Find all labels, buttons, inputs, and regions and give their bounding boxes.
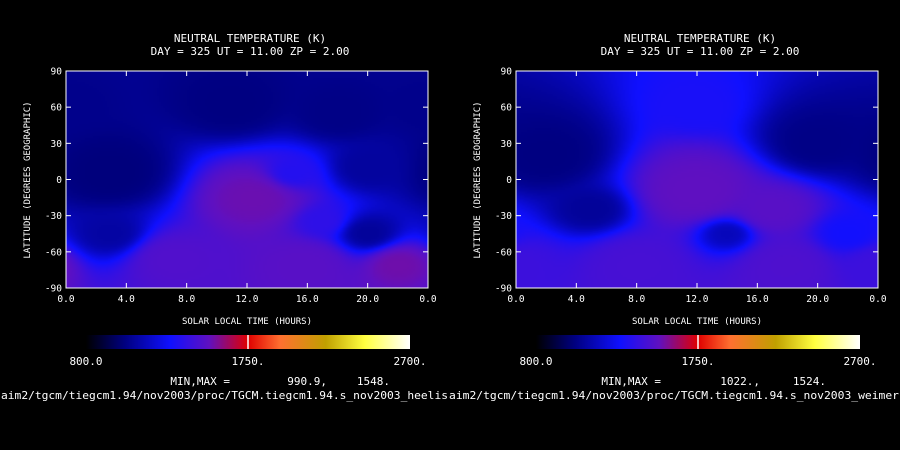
y-tick-label: 0 bbox=[56, 175, 62, 186]
y-tick-label: 90 bbox=[501, 67, 513, 78]
y-tick-label: -90 bbox=[495, 284, 512, 295]
y-tick-label: 0 bbox=[506, 175, 512, 186]
y-tick-label: -60 bbox=[45, 247, 62, 258]
colorbar-max-label: 2700. bbox=[393, 355, 426, 368]
axis-ticks: 0.0 4.0 8.0 12.0 16.0 20.0 0.0 90 60 30 0 -30 -60 -90 bbox=[495, 67, 887, 306]
y-tick-label: 90 bbox=[51, 67, 63, 78]
colorbar-min-label: 800.0 bbox=[519, 355, 552, 368]
y-tick-label: 30 bbox=[501, 139, 513, 150]
panel-subtitle: DAY = 325 UT = 11.00 ZP = 2.00 bbox=[601, 45, 800, 58]
minmax-label: MIN,MAX = bbox=[601, 375, 661, 388]
x-tick-label: 0.0 bbox=[507, 294, 524, 305]
y-tick-label: -90 bbox=[45, 284, 62, 295]
x-tick-label: 12.0 bbox=[686, 294, 709, 305]
heatmap-image bbox=[66, 71, 428, 288]
heatmap-image bbox=[516, 71, 878, 288]
max-value: 1524. bbox=[793, 375, 826, 388]
x-tick-label: 8.0 bbox=[628, 294, 645, 305]
colorbar-mid-label: 1750. bbox=[231, 355, 264, 368]
colorbar-min-label: 800.0 bbox=[69, 355, 102, 368]
footer-path: aim2/tgcm/tiegcm1.94/nov2003/proc/TGCM.t… bbox=[1, 390, 448, 402]
x-tick-label: 8.0 bbox=[178, 294, 195, 305]
panel-1: NEUTRAL TEMPERATURE (K) DAY = 325 UT = 1… bbox=[1, 32, 448, 402]
x-tick-label: 4.0 bbox=[118, 294, 135, 305]
x-tick-label: 20.0 bbox=[356, 294, 379, 305]
x-tick-label: 0.0 bbox=[869, 294, 886, 305]
panel-2: NEUTRAL TEMPERATURE (K) DAY = 325 UT = 1… bbox=[449, 32, 899, 402]
x-tick-label: 12.0 bbox=[236, 294, 259, 305]
minmax-label: MIN,MAX = bbox=[170, 375, 230, 388]
x-tick-label: 20.0 bbox=[806, 294, 829, 305]
x-tick-label: 16.0 bbox=[746, 294, 769, 305]
y-tick-label: -30 bbox=[45, 211, 62, 222]
colorbar-max-label: 2700. bbox=[843, 355, 876, 368]
y-tick-label: 60 bbox=[51, 103, 63, 114]
y-tick-label: 30 bbox=[51, 139, 63, 150]
x-tick-label: 0.0 bbox=[57, 294, 74, 305]
colorbar-mid-label: 1750. bbox=[681, 355, 714, 368]
y-tick-label: 60 bbox=[501, 103, 513, 114]
y-axis-label: LATITUDE (DEGREES GEOGRAPHIC) bbox=[23, 101, 33, 258]
min-value: 1022., bbox=[720, 375, 760, 388]
min-value: 990.9, bbox=[287, 375, 327, 388]
max-value: 1548. bbox=[357, 375, 390, 388]
panel-title: NEUTRAL TEMPERATURE (K) bbox=[624, 32, 776, 45]
panel-subtitle: DAY = 325 UT = 11.00 ZP = 2.00 bbox=[151, 45, 350, 58]
x-tick-label: 4.0 bbox=[568, 294, 585, 305]
x-tick-label: 16.0 bbox=[296, 294, 319, 305]
footer-path: aim2/tgcm/tiegcm1.94/nov2003/proc/TGCM.t… bbox=[449, 390, 899, 402]
x-axis-label: SOLAR LOCAL TIME (HOURS) bbox=[182, 317, 312, 327]
y-tick-label: -60 bbox=[495, 247, 512, 258]
x-tick-label: 0.0 bbox=[419, 294, 436, 305]
panel-title: NEUTRAL TEMPERATURE (K) bbox=[174, 32, 326, 45]
x-axis-label: SOLAR LOCAL TIME (HOURS) bbox=[632, 317, 762, 327]
y-axis-label: LATITUDE (DEGREES GEOGRAPHIC) bbox=[473, 101, 483, 258]
y-tick-label: -30 bbox=[495, 211, 512, 222]
axis-ticks: 0.0 4.0 8.0 12.0 16.0 20.0 0.0 90 60 30 0 -30 -60 -90 bbox=[45, 67, 437, 306]
